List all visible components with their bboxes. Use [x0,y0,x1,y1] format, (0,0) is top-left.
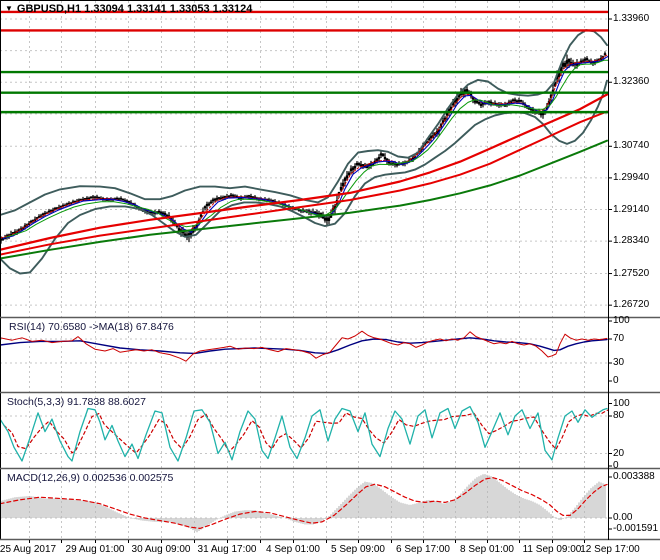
chart-header: ▼ GBPUSD,H1 1.33094 1.33141 1.33053 1.331… [5,3,252,15]
macd-indicator-label: MACD(12,26,9) 0.002536 0.002575 [7,472,174,484]
price-tick-label: 1.28340 [613,235,650,247]
time-axis-label: 12 Sep 17:00 [580,544,640,555]
price-tick-label: 1.32360 [613,76,650,88]
price-tick-label: 1.30740 [613,140,650,152]
rsi-axis-label: 0 [613,375,619,386]
time-axis-label: 25 Aug 2017 [0,544,57,555]
macd-axis-label: -0.001591 [613,523,659,534]
macd-axis-label: 0.00 [613,512,633,523]
time-axis-label: 11 Sep 09:00 [522,544,582,555]
price-tick-label: 1.29140 [613,203,650,215]
symbol-marker-icon: ▼ [5,4,13,13]
rsi-axis-label: 70 [613,333,625,344]
time-axis-label: 30 Aug 09:00 [131,544,191,555]
time-axis-label: 8 Sep 01:00 [460,544,514,555]
stoch-indicator-label: Stoch(5,3,3) 91.7838 88.6027 [7,396,146,408]
chart-ohlc-title: GBPUSD,H1 1.33094 1.33141 1.33053 1.3312… [16,3,253,15]
stoch-axis-label: 20 [613,447,625,459]
time-axis-label: 6 Sep 17:00 [396,544,450,555]
price-tick-label: 1.33960 [613,13,650,24]
price-axis[interactable]: 1.33960 1.32360 1.30740 1.29940 1.29140 1.283… [608,0,660,540]
rsi-axis-label: 100 [613,315,630,326]
rsi-axis-label: 30 [613,357,625,368]
time-axis-label: 29 Aug 01:00 [65,544,125,555]
time-axis[interactable]: 25 Aug 2017 29 Aug 01:00 30 Aug 09:00 31 Au… [0,540,660,560]
macd-axis-label: 0.003388 [613,471,655,482]
stoch-axis-label: 100 [613,397,630,409]
stoch-axis-label: 0 [613,460,619,471]
time-axis-label: 5 Sep 09:00 [331,544,385,555]
price-tick-label: 1.27520 [613,267,650,279]
stoch-axis-label: 80 [613,410,625,421]
price-tick-label: 1.26720 [613,299,650,311]
rsi-indicator-label: RSI(14) 70.6580 ->MA(18) 67.8476 [9,321,174,333]
time-axis-label: 4 Sep 01:00 [266,544,320,555]
price-tick-label: 1.29940 [613,171,650,183]
time-axis-label: 31 Aug 17:00 [197,544,257,555]
